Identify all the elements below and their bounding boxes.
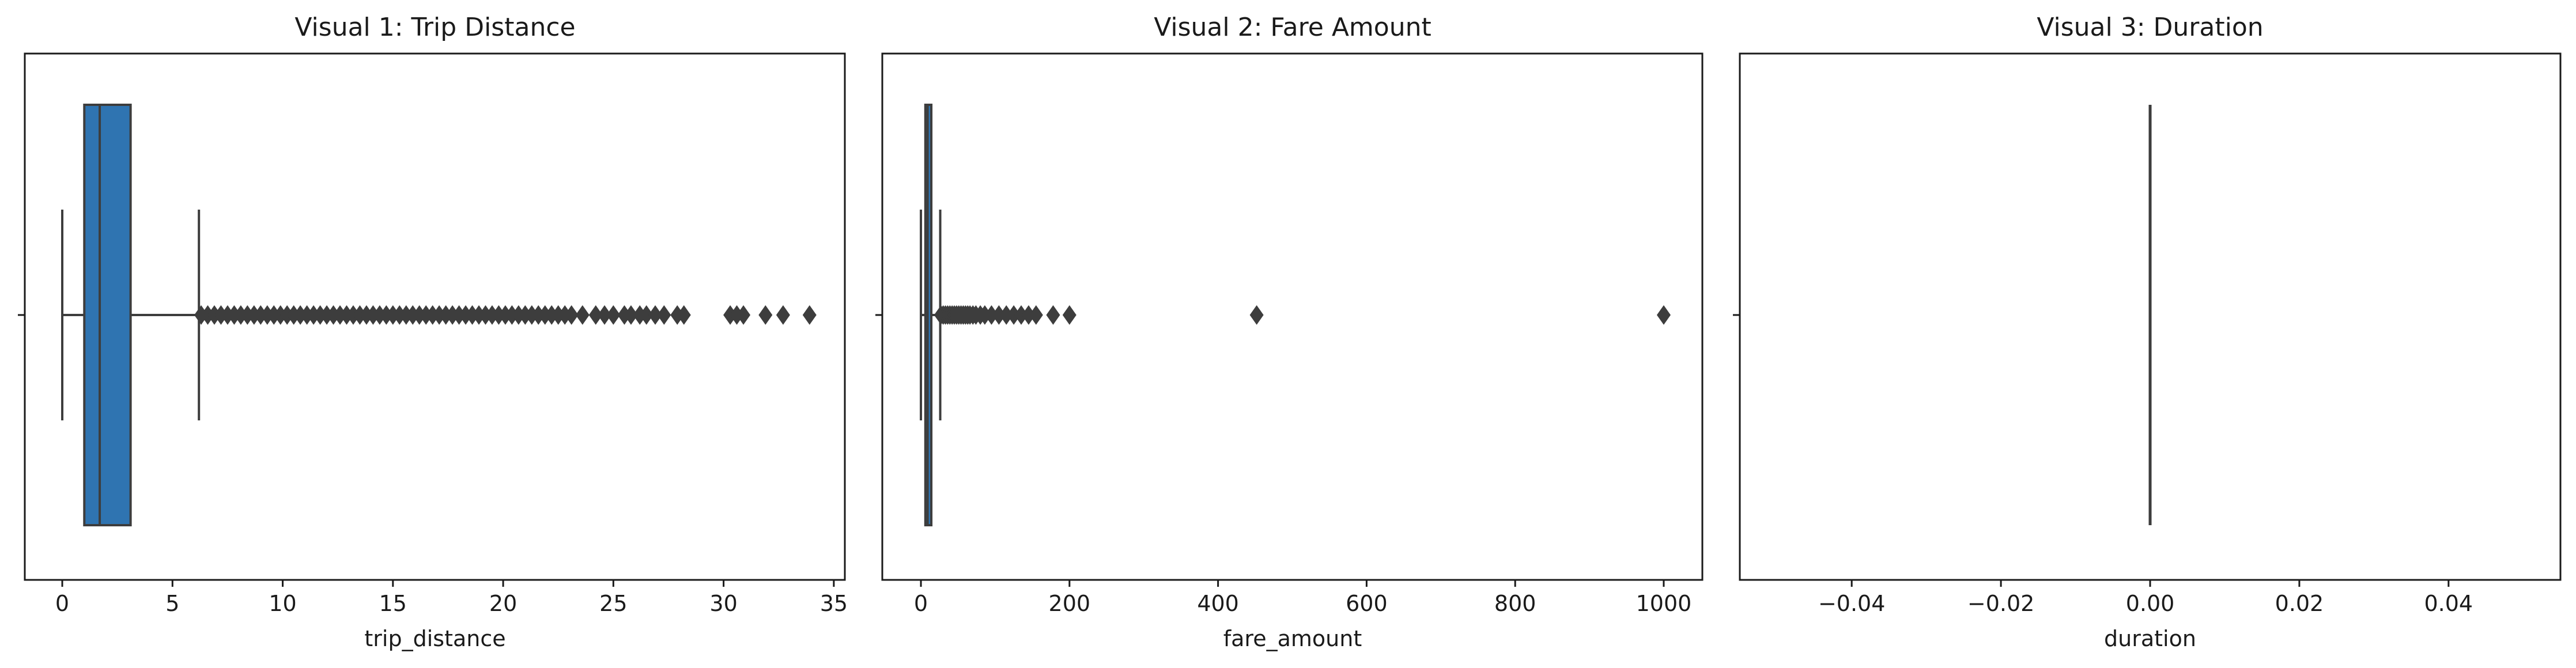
outlier-point [575,305,590,325]
x-tick-label: 30 [709,591,737,616]
x-tick-label: 0.02 [2275,591,2324,616]
outlier-point [1046,305,1060,325]
outlier-point [758,305,773,325]
x-tick-label: 35 [820,591,848,616]
outlier-point [736,305,751,325]
x-tick-label: 0.00 [2126,591,2175,616]
x-axis-label: fare_amount [1223,626,1362,651]
x-axis-ticks: −0.04 −0.02 0.00 0.02 0.04 [1733,314,2473,616]
outlier-point [657,305,671,325]
outlier-point [639,305,654,325]
x-tick-label: 800 [1494,591,1536,616]
panel-title: Visual 3: Duration [2037,13,2263,42]
outlier-point [1014,305,1029,325]
panel-duration: Visual 3: Duration duration −0.04 −0.02 0.… [1733,13,2562,651]
outlier-point [1029,305,1043,325]
x-tick-label: 400 [1197,591,1239,616]
plot-area [881,52,1704,581]
outlier-point [802,305,817,325]
x-axis-ticks: 0 5 10 15 20 25 30 35 [18,314,848,616]
outlier-point [588,305,603,325]
x-tick-label: −0.02 [1967,591,2034,616]
axes-frame [881,52,1704,581]
x-axis-ticks: 0 200 400 600 800 1000 [875,314,1692,616]
plot-area [24,52,846,581]
outlier-point [624,305,638,325]
x-axis-label: duration [2104,626,2196,651]
x-tick-label: 5 [165,591,179,616]
panel-trip-distance: Visual 1: Trip Distance trip_distance 0 5… [18,13,848,651]
outlier-point [992,305,1006,325]
outlier-point [648,305,663,325]
outlier-point [1656,305,1671,325]
outlier-point [606,305,621,325]
x-tick-label: 0 [914,591,928,616]
x-tick-label: 20 [489,591,517,616]
x-axis-label: trip_distance [364,626,505,651]
panel-fare-amount: Visual 2: Fare Amount fare_amount 0 200 40… [875,13,1704,651]
iqr-box [83,104,132,526]
x-tick-label: 25 [599,591,627,616]
x-tick-label: 0.04 [2424,591,2473,616]
outlier-point [1007,305,1021,325]
outlier-point [564,305,579,325]
outlier-point [1021,305,1036,325]
x-tick-label: 10 [269,591,296,616]
outlier-point [999,305,1014,325]
outlier-point [776,305,790,325]
x-tick-label: 600 [1346,591,1388,616]
axes-frame [24,52,846,581]
x-tick-label: 200 [1049,591,1091,616]
x-tick-label: 0 [55,591,69,616]
panel-title: Visual 2: Fare Amount [1154,13,1431,42]
panel-title: Visual 1: Trip Distance [294,13,575,42]
outlier-point [1249,305,1264,325]
x-tick-label: −0.04 [1818,591,1885,616]
outlier-point [598,305,612,325]
outlier-point [677,305,691,325]
x-tick-label: 15 [379,591,407,616]
outlier-point [1062,305,1077,325]
outlier-point [984,305,999,325]
x-tick-label: 1000 [1636,591,1692,616]
